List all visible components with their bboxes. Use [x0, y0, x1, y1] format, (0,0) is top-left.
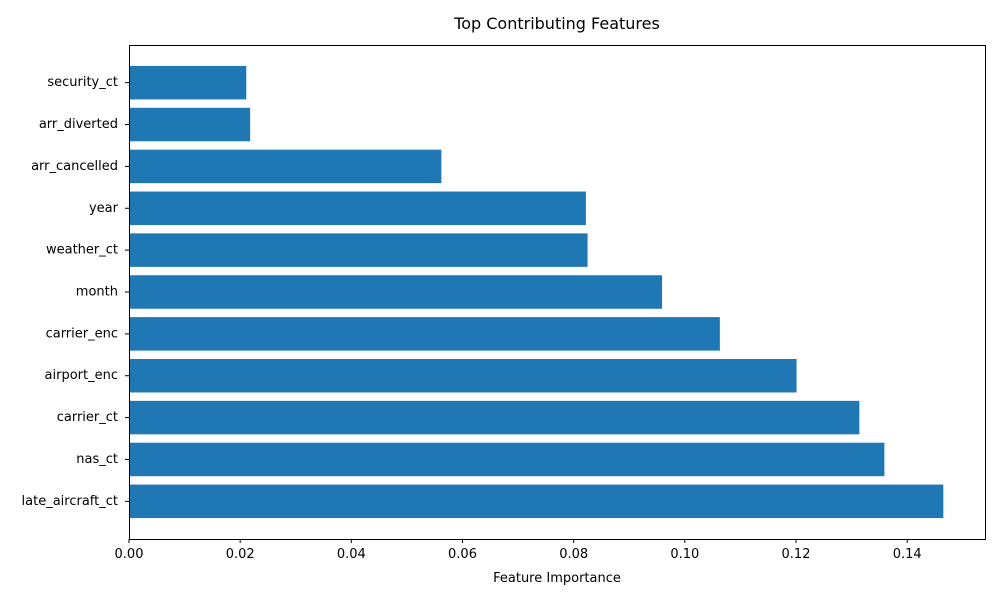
bar-nas_ct: [129, 442, 885, 477]
bar-arr_diverted: [129, 107, 251, 142]
y-tick-label-late_aircraft_ct: late_aircraft_ct: [22, 494, 118, 509]
y-tick-label-airport_enc: airport_enc: [45, 368, 118, 383]
y-tick-label-weather_ct: weather_ct: [46, 243, 118, 258]
y-tick-label-month: month: [76, 285, 118, 300]
bar-carrier_enc: [129, 317, 720, 351]
x-tick-label: 0.02: [226, 547, 255, 562]
y-tick-label-security_ct: security_ct: [47, 75, 118, 90]
x-tick-label: 0.14: [893, 547, 922, 562]
bar-month: [129, 275, 663, 309]
x-tick-label: 0.12: [782, 547, 811, 562]
y-axis: late_aircraft_ct nas_ct carrier_ct airport_…: [22, 75, 129, 509]
y-tick-label-carrier_ct: carrier_ct: [57, 410, 118, 425]
bar-carrier_ct: [129, 400, 860, 435]
plot-frame: [129, 45, 986, 540]
x-tick-label: 0.04: [337, 547, 366, 562]
bars-group: [129, 65, 944, 519]
chart-title: Top Contributing Features: [453, 14, 660, 33]
y-tick-label-carrier_enc: carrier_enc: [46, 326, 118, 341]
bar-late_aircraft_ct: [129, 484, 944, 519]
x-tick-label: 0.10: [670, 547, 699, 562]
x-tick-label: 0.06: [448, 547, 477, 562]
x-axis-label: Feature Importance: [493, 571, 621, 586]
bar-weather_ct: [129, 233, 588, 267]
x-tick-label: 0.00: [115, 547, 144, 562]
bar-security_ct: [129, 65, 247, 100]
x-axis: 0.00 0.02 0.04 0.06 0.08 0.10 0.12 0.14: [115, 539, 922, 562]
bar-airport_enc: [129, 358, 797, 393]
y-tick-label-nas_ct: nas_ct: [76, 452, 118, 467]
y-tick-label-arr_diverted: arr_diverted: [39, 117, 118, 132]
bar-arr_cancelled: [129, 149, 442, 184]
y-tick-label-arr_cancelled: arr_cancelled: [31, 159, 118, 174]
bar-year: [129, 191, 586, 226]
x-tick-label: 0.08: [559, 547, 588, 562]
y-tick-label-year: year: [89, 201, 119, 216]
